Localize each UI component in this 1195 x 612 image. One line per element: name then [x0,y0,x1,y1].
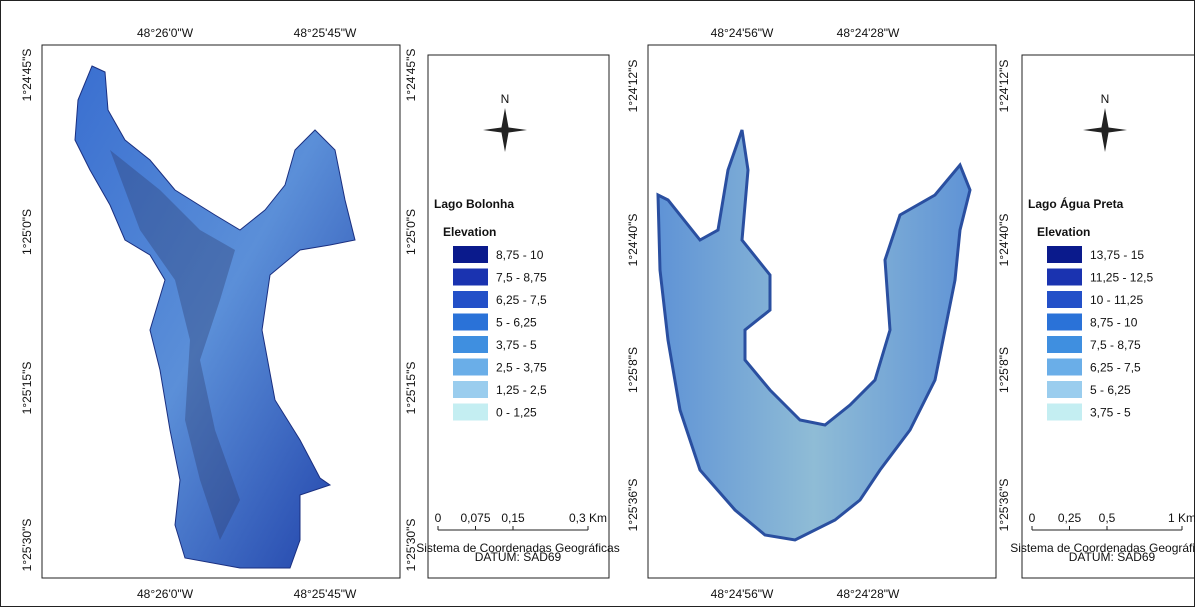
north-arrow [483,108,527,152]
north-label: N [1101,92,1110,106]
longitude-label: 48°25'45"W [294,26,357,40]
legend-label: 11,25 - 12,5 [1090,271,1153,285]
figure: 48°26'0"W 48°26'0"W 48°25'45"W 48°25'45"W 1°… [0,0,1195,607]
longitude-label: 48°24'28"W [837,26,900,40]
latitude-label: 1°25'8"S [626,347,640,393]
longitude-label: 48°25'45"W [294,587,357,601]
legend-subtitle: Elevation [443,225,496,239]
latitude-label: 1°24'12"S [997,60,1011,113]
longitude-label: 48°24'28"W [837,587,900,601]
datum-label: DATUM: SAD69 [1069,550,1156,564]
legend-label: 2,5 - 3,75 [496,361,547,375]
latitude-label: 1°25'36"S [626,479,640,532]
legend-swatch [1047,381,1082,398]
latitude-label: 1°25'15"S [404,362,418,415]
legend-title: Lago Água Preta [1028,196,1124,211]
legend-swatch [1047,246,1082,263]
legend-label: 7,5 - 8,75 [1090,338,1141,352]
legend-subtitle: Elevation [1037,225,1090,239]
north-arrow [1083,108,1127,152]
legend-swatch [453,381,488,398]
latitude-label: 1°25'0"S [404,209,418,255]
scale-label: 0,5 [1099,511,1116,525]
lake-agua-preta [658,130,970,540]
legend-label: 13,75 - 15 [1090,248,1144,262]
longitude-label: 48°26'0"W [137,26,194,40]
legend-label: 3,75 - 5 [496,338,537,352]
legend-swatch [453,246,488,263]
datum-label: DATUM: SAD69 [475,550,562,564]
scale-label: 0,075 [460,511,490,525]
legend-label: 5 - 6,25 [1090,383,1131,397]
latitude-label: 1°25'0"S [20,209,34,255]
legend-swatch [453,314,488,331]
latitude-label: 1°25'36"S [997,479,1011,532]
north-label: N [501,92,510,106]
legend-swatch [1047,269,1082,286]
legend-swatch [453,359,488,376]
legend-title: Lago Bolonha [434,197,514,211]
legend-swatch [453,269,488,286]
longitude-label: 48°24'56"W [711,26,774,40]
legend-label: 0 - 1,25 [496,406,537,420]
legend-swatch [453,291,488,308]
legend-label: 3,75 - 5 [1090,406,1131,420]
latitude-label: 1°24'45"S [20,49,34,102]
legend-label: 10 - 11,25 [1090,293,1143,307]
latitude-label: 1°25'15"S [20,362,34,415]
latitude-label: 1°25'8"S [997,347,1011,393]
legend-swatch [1047,359,1082,376]
longitude-label: 48°26'0"W [137,587,194,601]
longitude-label: 48°24'56"W [711,587,774,601]
latitude-label: 1°24'45"S [404,49,418,102]
latitude-label: 1°25'30"S [20,519,34,572]
legend-swatch [1047,291,1082,308]
scale-label: 1 Km [1168,511,1195,525]
scale-label: 0,15 [501,511,525,525]
legend-label: 5 - 6,25 [496,316,537,330]
scale-label: 0 [1029,511,1036,525]
legend-label: 8,75 - 10 [496,248,544,262]
latitude-label: 1°24'12"S [626,60,640,113]
legend-label: 7,5 - 8,75 [496,271,547,285]
latitude-label: 1°24'40"S [626,214,640,267]
legend-label: 6,25 - 7,5 [496,293,547,307]
latitude-label: 1°24'40"S [997,214,1011,267]
legend-label: 1,25 - 2,5 [496,383,547,397]
legend-swatch [1047,404,1082,421]
legend-swatch [1047,314,1082,331]
legend-swatch [1047,336,1082,353]
legend-swatch [453,404,488,421]
scale-label: 0,25 [1058,511,1082,525]
scale-label: 0 [435,511,442,525]
legend-swatch [453,336,488,353]
legend-label: 6,25 - 7,5 [1090,361,1141,375]
scale-label: 0,3 Km [569,511,607,525]
legend-label: 8,75 - 10 [1090,316,1138,330]
